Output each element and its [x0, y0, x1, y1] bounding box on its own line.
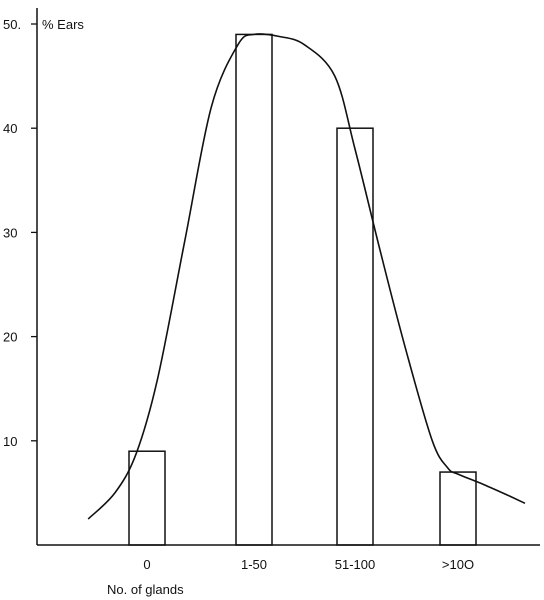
- x-tick-label: 0: [143, 557, 150, 572]
- bar-1-50: [235, 33, 273, 546]
- x-tick-label: >10O: [442, 557, 474, 572]
- bar-group: [128, 33, 477, 546]
- y-tick-label: 10: [3, 434, 17, 449]
- x-tick-label: 51-100: [335, 557, 375, 572]
- y-tick-label: 40: [3, 121, 17, 136]
- x-tick-label: 1-50: [241, 557, 267, 572]
- bar-51-100: [336, 127, 374, 546]
- bar->10O: [439, 471, 477, 546]
- fit-curve: [87, 33, 526, 520]
- y-axis-label: % Ears: [42, 17, 84, 32]
- x-ticks: 0 1-50 51-100 >10O: [143, 557, 474, 572]
- y-ticks: 10 20 30 40 50.: [3, 17, 37, 449]
- bar-0: [128, 450, 166, 546]
- y-tick-label: 50.: [3, 17, 21, 32]
- y-tick-label: 30: [3, 225, 17, 240]
- y-tick-label: 20: [3, 330, 17, 345]
- x-axis-label: No. of glands: [107, 582, 184, 597]
